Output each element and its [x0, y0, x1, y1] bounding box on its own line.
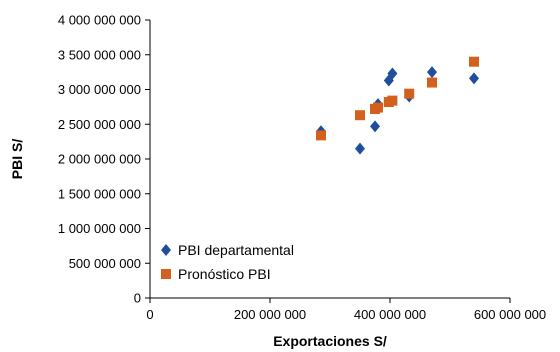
x-axis-title: Exportaciones S/	[273, 333, 387, 349]
x-tick-label: 200 000 000	[234, 307, 306, 322]
legend-label: Pronóstico PBI	[178, 266, 271, 282]
legend-label: PBI departamental	[178, 242, 294, 258]
actual-point	[370, 120, 380, 133]
data-points	[316, 56, 479, 155]
y-tick-label: 3 000 000 000	[58, 82, 141, 97]
y-axis-title: PBI S/	[9, 139, 25, 180]
x-axis-tick-labels: 0 200 000 000 400 000 000 600 000 000	[146, 307, 546, 322]
actual-point	[355, 142, 365, 155]
legend-marker-actual	[161, 244, 171, 256]
y-tick-label: 1 500 000 000	[58, 186, 141, 201]
forecast-point	[316, 130, 326, 141]
forecast-point	[427, 77, 437, 88]
forecast-point	[355, 110, 365, 121]
legend-marker-forecast	[161, 269, 171, 279]
y-tick-label: 3 500 000 000	[58, 47, 141, 62]
x-tick-label: 0	[146, 307, 153, 322]
forecast-point	[469, 56, 479, 67]
y-tick-label: 2 500 000 000	[58, 117, 141, 132]
actual-point	[427, 66, 437, 79]
forecast-point	[387, 95, 398, 106]
actual-point	[469, 72, 479, 85]
x-tick-label: 600 000 000	[474, 307, 546, 322]
axis-ticks	[145, 19, 511, 303]
forecast-point	[404, 88, 415, 99]
y-axis-tick-labels: 0 500 000 000 1 000 000 000 1 500 000 000 2 …	[58, 13, 141, 306]
y-tick-label: 0	[134, 291, 141, 306]
forecast-point	[373, 102, 383, 113]
y-tick-label: 1 000 000 000	[58, 221, 141, 236]
y-tick-label: 2 000 000 000	[58, 152, 141, 167]
y-tick-label: 4 000 000 000	[58, 13, 141, 28]
actual-point	[387, 67, 398, 80]
x-tick-label: 400 000 000	[354, 307, 426, 322]
y-tick-label: 500 000 000	[69, 256, 141, 271]
legend: PBI departamental Pronóstico PBI	[161, 242, 294, 282]
